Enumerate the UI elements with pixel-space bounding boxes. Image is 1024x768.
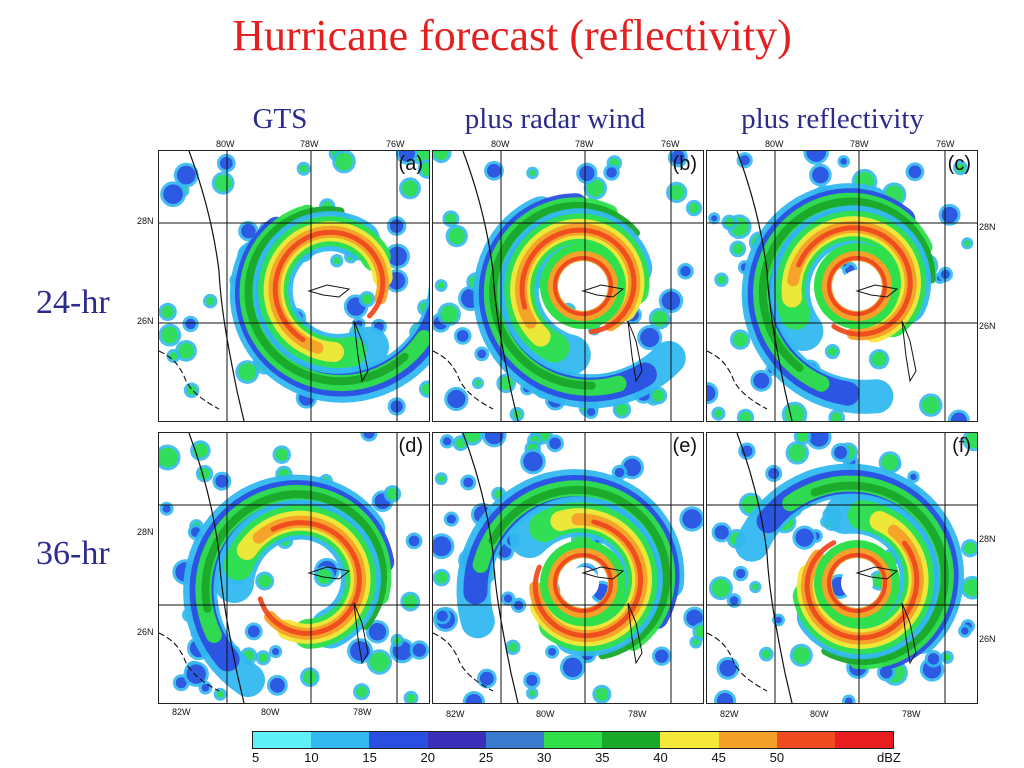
- colorbar-segment: [718, 732, 777, 748]
- panel-letter-b: (b): [672, 153, 697, 175]
- bottom-axis-82w-e: 82W: [446, 709, 465, 719]
- colorbar-segment: [776, 732, 835, 748]
- top-axis-78w-c: 78W: [850, 139, 869, 149]
- reflectivity-map-c: [707, 151, 977, 421]
- lat-28n-row1-right: 28N: [979, 222, 996, 232]
- colorbar-segment: [660, 732, 719, 748]
- map-panel-f: (f): [706, 432, 978, 704]
- panel-letter-c: (c): [947, 153, 971, 175]
- column-label-reflectivity: plus reflectivity: [741, 103, 924, 135]
- map-panel-d: (d): [158, 432, 430, 704]
- lat-26n-row1-right: 26N: [979, 321, 996, 331]
- top-axis-78w-b: 78W: [575, 139, 594, 149]
- colorbar-segment: [427, 732, 486, 748]
- bottom-axis-78w-e: 78W: [628, 709, 647, 719]
- map-panel-a: (a): [158, 150, 430, 422]
- reflectivity-map-f: [707, 433, 977, 703]
- lat-28n-row2-right: 28N: [979, 534, 996, 544]
- reflectivity-map-e: [433, 433, 703, 703]
- colorbar-label: 45: [711, 750, 726, 765]
- top-axis-76w-b: 76W: [661, 139, 680, 149]
- lat-26n-row2-right: 26N: [979, 634, 996, 644]
- top-axis-80w-b: 80W: [491, 139, 510, 149]
- colorbar-segment: [369, 732, 428, 748]
- lat-26n-row1-left: 26N: [137, 316, 154, 326]
- panel-letter-a: (a): [398, 153, 423, 175]
- column-label-gts: GTS: [252, 103, 308, 135]
- bottom-axis-78w-f: 78W: [902, 709, 921, 719]
- colorbar-segment: [602, 732, 661, 748]
- column-label-radar-wind: plus radar wind: [464, 103, 646, 135]
- colorbar-segment: [834, 732, 894, 748]
- colorbar-label: 40: [653, 750, 668, 765]
- colorbar-label: 35: [595, 750, 610, 765]
- bottom-axis-80w-e: 80W: [536, 709, 555, 719]
- bottom-axis-80w-d: 80W: [261, 707, 280, 717]
- top-axis-80w-c: 80W: [765, 139, 784, 149]
- bottom-axis-80w-f: 80W: [810, 709, 829, 719]
- map-panel-e: (e): [432, 432, 704, 704]
- top-axis-76w-c: 76W: [936, 139, 955, 149]
- colorbar-unit: dBZ: [877, 750, 901, 765]
- lat-28n-row2-left: 28N: [137, 527, 154, 537]
- colorbar-label: 5: [252, 750, 260, 765]
- map-panel-b: (b): [432, 150, 704, 422]
- panel-letter-f: (f): [952, 435, 971, 457]
- panel-letter-d: (d): [398, 435, 423, 457]
- colorbar-label: 30: [536, 750, 552, 765]
- lat-28n-row1-left: 28N: [137, 216, 154, 226]
- colorbar-label: 25: [478, 750, 494, 765]
- reflectivity-map-d: [159, 433, 429, 703]
- reflectivity-map-b: [433, 151, 703, 421]
- panel-letter-e: (e): [672, 435, 697, 457]
- row-label-24hr: 24-hr: [36, 284, 110, 321]
- map-panel-c: (c): [706, 150, 978, 422]
- colorbar-segment: [543, 732, 603, 748]
- colorbar-label: 10: [304, 750, 319, 765]
- bottom-axis-78w-d: 78W: [353, 707, 372, 717]
- bottom-axis-82w-d: 82W: [172, 707, 191, 717]
- top-axis-80w-a: 80W: [216, 139, 235, 149]
- colorbar-segment: [485, 732, 544, 748]
- bottom-axis-82w-f: 82W: [720, 709, 739, 719]
- top-axis-76w-a: 76W: [386, 139, 405, 149]
- row-label-36hr: 36-hr: [36, 535, 110, 572]
- colorbar-label: 15: [362, 750, 377, 765]
- colorbar-label: 50: [769, 750, 785, 765]
- page-title: Hurricane forecast (reflectivity): [232, 11, 792, 60]
- reflectivity-colorbar: [252, 731, 894, 749]
- reflectivity-map-a: [159, 151, 429, 421]
- colorbar-label: 20: [420, 750, 435, 765]
- colorbar-segment: [311, 732, 370, 748]
- top-axis-78w-a: 78W: [300, 139, 319, 149]
- colorbar-segment: [253, 732, 312, 748]
- lat-26n-row2-left: 26N: [137, 627, 154, 637]
